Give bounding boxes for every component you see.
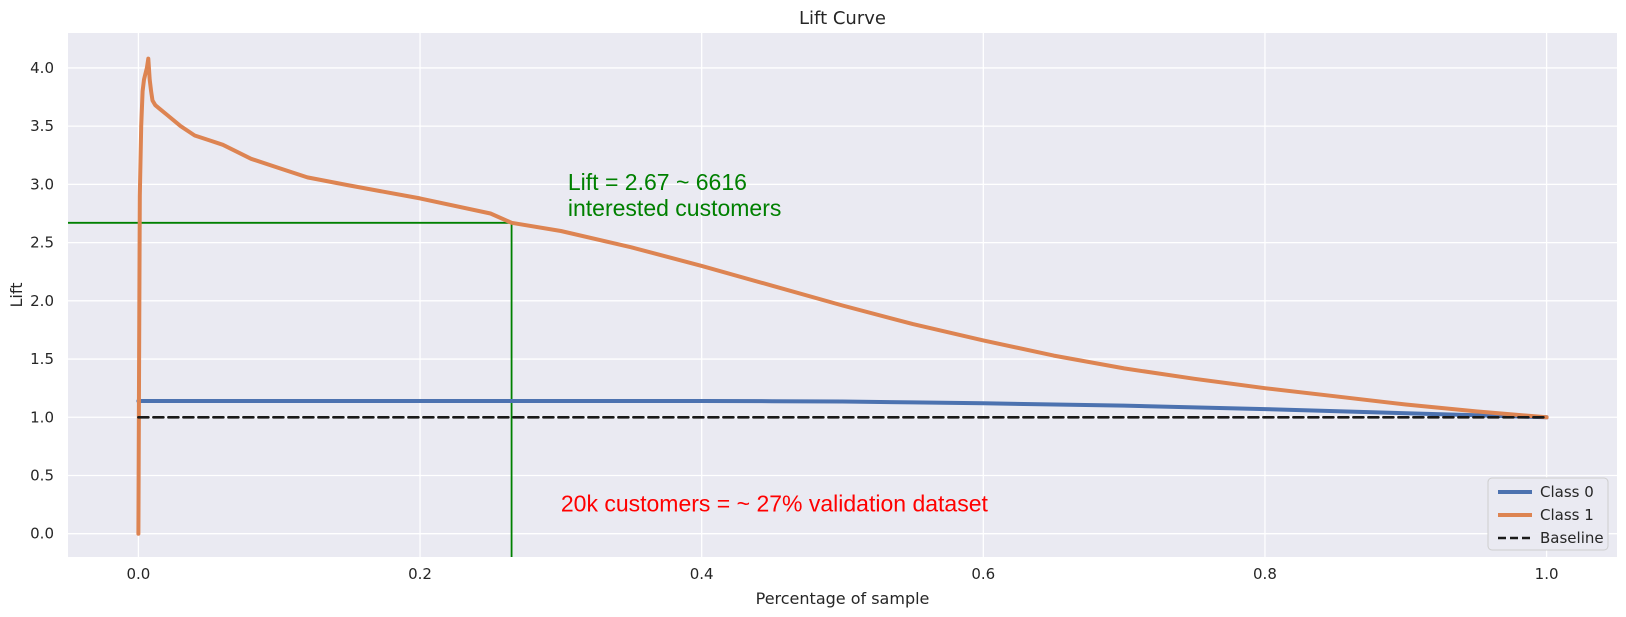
chart-title: Lift Curve — [799, 8, 886, 29]
x-axis-label: Percentage of sample — [756, 589, 930, 608]
x-tick-label: 0.8 — [1253, 565, 1277, 583]
legend-label: Baseline — [1540, 529, 1604, 547]
y-tick-label: 2.5 — [30, 234, 54, 252]
x-tick-label: 0.6 — [971, 565, 995, 583]
y-tick-label: 4.0 — [30, 59, 54, 77]
annotation-text: 20k customers = ~ 27% validation dataset — [561, 491, 989, 517]
legend-label: Class 0 — [1540, 483, 1594, 501]
annotation-text: Lift = 2.67 ~ 6616 — [568, 169, 747, 195]
y-tick-label: 1.5 — [30, 350, 54, 368]
plot-area — [68, 33, 1617, 557]
series-line-class-0 — [136, 399, 1549, 420]
x-tick-label: 0.0 — [126, 565, 150, 583]
y-tick-label: 0.5 — [30, 466, 54, 484]
x-tick-label: 0.4 — [690, 565, 714, 583]
y-tick-label: 0.0 — [30, 525, 54, 543]
legend-box — [1487, 477, 1609, 551]
annotation-text: interested customers — [568, 195, 781, 221]
y-tick-label: 1.0 — [30, 408, 54, 426]
y-tick-label: 2.0 — [30, 292, 54, 310]
y-tick-label: 3.0 — [30, 175, 54, 193]
legend-label: Class 1 — [1540, 506, 1594, 524]
y-tick-label: 3.5 — [30, 117, 54, 135]
y-axis-label: Lift — [7, 283, 26, 308]
x-tick-label: 0.2 — [408, 565, 432, 583]
series-line-class-1 — [136, 56, 1549, 536]
x-tick-label: 1.0 — [1535, 565, 1559, 583]
